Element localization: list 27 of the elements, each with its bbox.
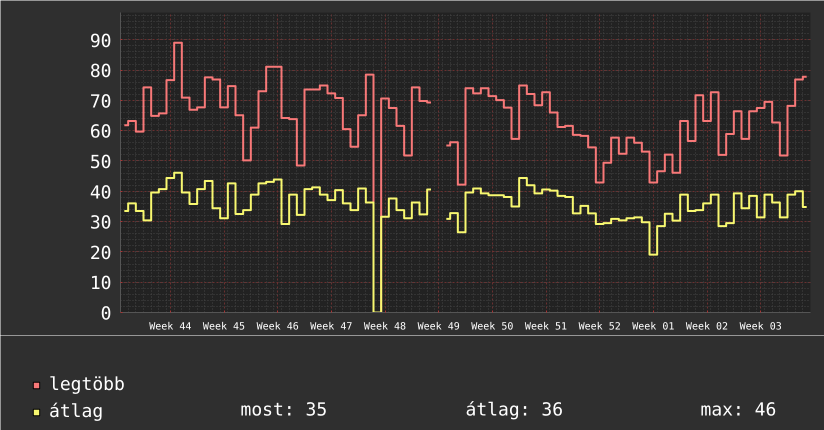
- text: átlag: 36: [466, 400, 564, 420]
- y-tick-label: 90: [90, 30, 112, 52]
- x-tick-label: Week 47: [310, 322, 352, 332]
- y-tick-label: 50: [90, 152, 112, 173]
- x-tick-label: Week 03: [740, 322, 782, 332]
- x-tick-label: Week 44: [149, 322, 192, 332]
- y-tick-label: 10: [90, 273, 112, 294]
- y-tick-label: 80: [90, 61, 112, 82]
- x-tick-label: Week 46: [256, 322, 299, 332]
- y-tick-label: 60: [90, 122, 112, 143]
- y-tick-label: 20: [90, 242, 112, 264]
- text: max: 46: [700, 400, 776, 420]
- x-tick-label: Week 49: [418, 322, 460, 332]
- y-tick-label: 30: [90, 212, 112, 234]
- text: most: 35: [240, 400, 328, 420]
- legend-label: átlag: [49, 401, 104, 422]
- y-tick-label: 70: [90, 91, 112, 112]
- x-tick-label: Week 51: [524, 322, 568, 332]
- x-tick-label: Week 45: [202, 322, 246, 332]
- y-tick-label: 0: [100, 304, 112, 324]
- x-tick-label: Week 52: [578, 322, 621, 332]
- x-tick-label: Week 02: [686, 322, 728, 332]
- x-tick-label: Week 01: [632, 322, 674, 332]
- legend-label: legtöbb: [49, 374, 125, 395]
- x-tick-label: Week 48: [364, 322, 406, 332]
- x-tick-label: Week 50: [471, 322, 514, 332]
- y-tick-label: 40: [90, 182, 112, 204]
